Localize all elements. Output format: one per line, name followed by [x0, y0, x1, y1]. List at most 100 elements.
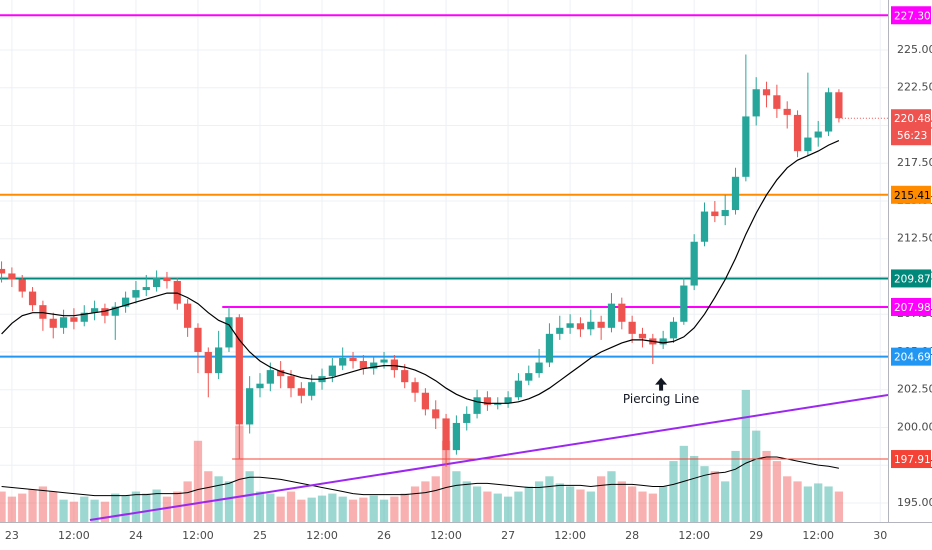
volume-bar [472, 486, 482, 522]
candle-body [277, 370, 285, 377]
volume-bar [493, 493, 502, 522]
volume-bar [731, 450, 740, 522]
candle-body [90, 308, 99, 313]
candle-body [535, 362, 543, 374]
volume-bar [317, 495, 327, 522]
x-tick-label: 12:00 [678, 529, 710, 542]
candle-body [49, 318, 57, 328]
volume-bar [596, 476, 606, 522]
candle-body [142, 287, 150, 291]
volume-bar [741, 390, 750, 522]
candle-body [297, 388, 305, 396]
candle-body [349, 358, 357, 362]
candle-body [380, 359, 388, 363]
last-price-box [891, 109, 931, 146]
countdown-label: 56:23 [897, 130, 927, 142]
volume-bar [359, 497, 368, 522]
x-tick-label: 23 [5, 529, 19, 542]
candle-body [204, 351, 212, 374]
candle-body [59, 317, 68, 328]
candle-body [266, 370, 274, 384]
volume-bar [111, 493, 120, 522]
price-pane: Piercing Line [0, 14, 888, 522]
volume-bar [255, 491, 265, 522]
candle-body [173, 281, 181, 304]
volume-bar [452, 471, 461, 522]
volume-bar [410, 486, 420, 522]
candle-body [607, 303, 616, 328]
volume-bar [814, 483, 823, 522]
y-tick-label: 195.00 [897, 496, 932, 509]
volume-bar [90, 499, 99, 522]
x-tick-label: 12:00 [430, 529, 462, 542]
candle-body [121, 297, 130, 307]
x-tick-label: 28 [625, 529, 639, 542]
volume-bar [628, 486, 637, 522]
volume-bar [224, 481, 234, 522]
volume-bar [534, 481, 544, 522]
y-tick-label: 202.50 [897, 383, 932, 396]
volume-bar [152, 489, 161, 522]
candle-body [711, 211, 719, 217]
x-tick-label: 30 [873, 529, 887, 542]
volume-bar [545, 476, 554, 522]
y-tick-label: 200.00 [897, 420, 932, 433]
candle-body [483, 397, 492, 405]
candle-body [576, 323, 585, 330]
candle-body [235, 317, 243, 425]
volume-bar [369, 495, 378, 522]
candle-body [793, 114, 802, 152]
candle-body [597, 321, 605, 328]
candle-body [783, 108, 791, 115]
volume-bar [193, 440, 203, 522]
candle-body [514, 380, 523, 398]
volume-bar [100, 501, 110, 522]
candle-body [308, 382, 316, 396]
candle-body [690, 241, 698, 286]
volume-bar [793, 481, 802, 522]
candle-body [411, 382, 419, 393]
volume-bar [565, 486, 575, 522]
x-tick-label: 29 [749, 529, 763, 542]
moving-average [1, 140, 840, 404]
x-tick-label: 12:00 [802, 529, 834, 542]
volume-bar [276, 496, 285, 522]
candle-body [39, 305, 47, 319]
volume-bar [586, 491, 595, 522]
candle-body [215, 347, 223, 374]
candle-body [731, 176, 740, 211]
x-tick-label: 26 [377, 529, 391, 542]
volume-bar [576, 489, 585, 522]
candle-body [669, 321, 678, 339]
candle-body [452, 422, 461, 451]
volume-bar [503, 496, 513, 522]
volume-bar [18, 493, 27, 522]
candle-body [762, 89, 771, 96]
volume-bar [514, 491, 523, 522]
price-label: 227.30 [894, 10, 931, 22]
volume-bar [379, 499, 389, 522]
volume-bar [121, 495, 130, 522]
annotation-arrow [655, 377, 668, 391]
candle-body [556, 327, 564, 334]
candle-body [132, 290, 140, 298]
volume-bar [431, 476, 440, 522]
candle-body [494, 403, 502, 405]
candle-body [628, 321, 636, 334]
volume-bar [286, 491, 296, 522]
volume-bar [400, 493, 409, 522]
candle-body [8, 273, 16, 280]
candle-body [804, 137, 812, 152]
price-label-box [891, 269, 931, 288]
volume-bar [555, 483, 564, 522]
volume-bar [752, 430, 761, 522]
axes: 23 12:00 24 12:00 25 12:00 26 12:00 27 12:00 28 12:… [5, 6, 932, 542]
candle-body [225, 317, 233, 348]
price-label: 209.87 [894, 273, 931, 285]
candle-body [359, 361, 367, 369]
volume-bar [669, 461, 678, 522]
candle-body [163, 277, 171, 282]
volume-bar [710, 471, 719, 522]
